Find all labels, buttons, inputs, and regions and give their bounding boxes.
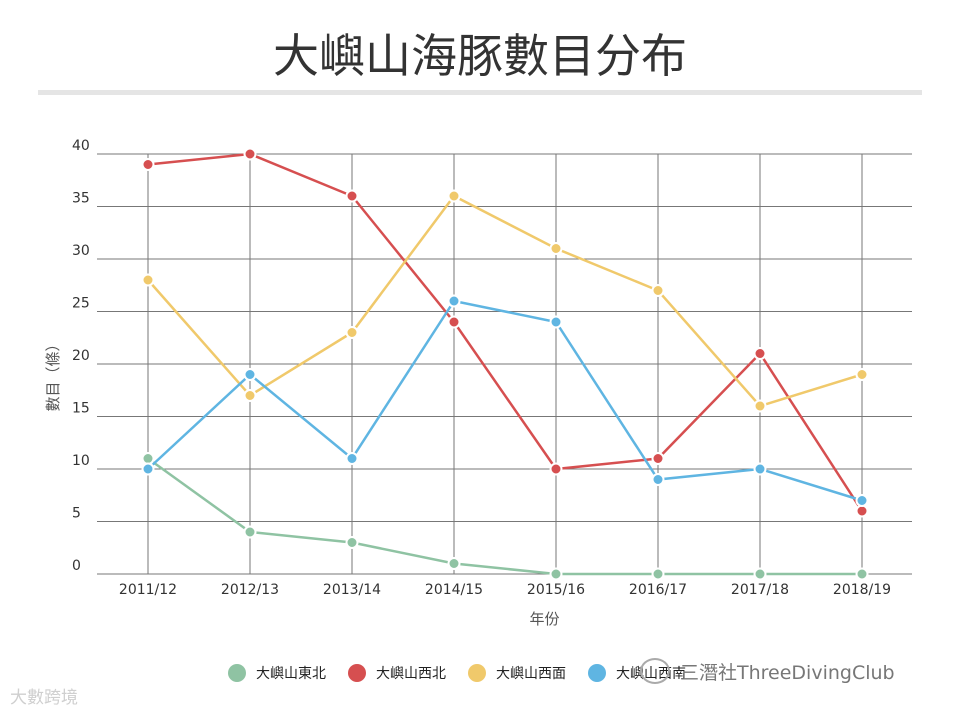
series-line [147,194,863,408]
data-point [855,494,869,507]
data-point [549,567,563,581]
legend-label: 大嶼山西面 [496,666,566,682]
data-point [447,557,461,570]
data-point [345,536,359,549]
series-line [147,152,864,512]
title-divider [38,90,922,95]
legend-item[interactable]: 大嶼山西北 [348,663,446,683]
y-tick-label: 20 [72,348,90,364]
data-point [753,399,767,413]
y-axis-label: 數目（條） [44,336,62,411]
data-point [141,273,155,287]
data-point [447,294,461,308]
data-point [651,567,665,581]
x-tick-label: 2015/16 [527,582,585,598]
y-tick-label: 5 [72,506,81,522]
x-tick-label: 2018/19 [833,582,891,598]
data-point [855,504,869,518]
data-point [753,567,767,581]
data-point [855,567,869,581]
data-point [447,315,461,329]
y-tick-label: 35 [72,191,90,207]
data-point [345,452,359,465]
data-point [345,189,359,203]
y-tick-label: 10 [72,453,90,469]
data-point [549,242,563,255]
y-tick-label: 40 [72,138,90,154]
data-point [549,315,563,329]
wechat-icon [640,658,670,684]
data-point [651,284,665,297]
legend-item[interactable]: 大嶼山東北 [228,663,326,683]
y-tick-label: 0 [72,558,81,574]
data-point [345,326,359,339]
legend-item[interactable]: 大嶼山西面 [468,663,566,683]
legend-label: 大嶼山西北 [376,666,446,682]
legend-swatch [588,664,606,682]
data-point [141,462,155,476]
legend-item[interactable]: 大嶼山西南 [588,663,686,683]
data-point [651,473,665,486]
x-tick-label: 2017/18 [731,582,789,598]
y-tick-label: 15 [72,401,90,417]
data-point [243,368,257,381]
x-axis-label: 年份 [529,610,559,628]
chart-title: 大嶼山海豚數目分布 [273,29,687,83]
x-tick-label: 2012/13 [221,582,279,598]
data-point [651,452,665,465]
legend-swatch [348,664,366,682]
data-point [141,158,155,171]
series-line [147,299,863,502]
x-tick-label: 2016/17 [629,582,687,598]
watermark-right: 三潛社ThreeDivingClub [680,662,895,684]
data-point [243,389,257,402]
y-tick-label: 25 [72,296,90,312]
data-point [243,147,257,161]
watermark-left: 大數跨境 [10,688,78,708]
data-point [141,452,155,465]
legend: 大嶼山東北 大嶼山西北 大嶼山西面 大嶼山西南 [228,663,686,683]
data-point [753,347,767,360]
data-point [855,368,869,381]
data-point [753,462,767,476]
data-point [549,462,563,476]
legend-label: 大嶼山東北 [256,666,326,682]
legend-swatch [228,664,246,682]
data-point [243,525,257,539]
x-tick-label: 2014/15 [425,582,483,598]
x-tick-label: 2013/14 [323,582,381,598]
series-line [147,457,862,576]
data-point [447,189,461,203]
y-tick-label: 30 [72,243,90,259]
legend-swatch [468,664,486,682]
x-tick-label: 2011/12 [119,582,177,598]
